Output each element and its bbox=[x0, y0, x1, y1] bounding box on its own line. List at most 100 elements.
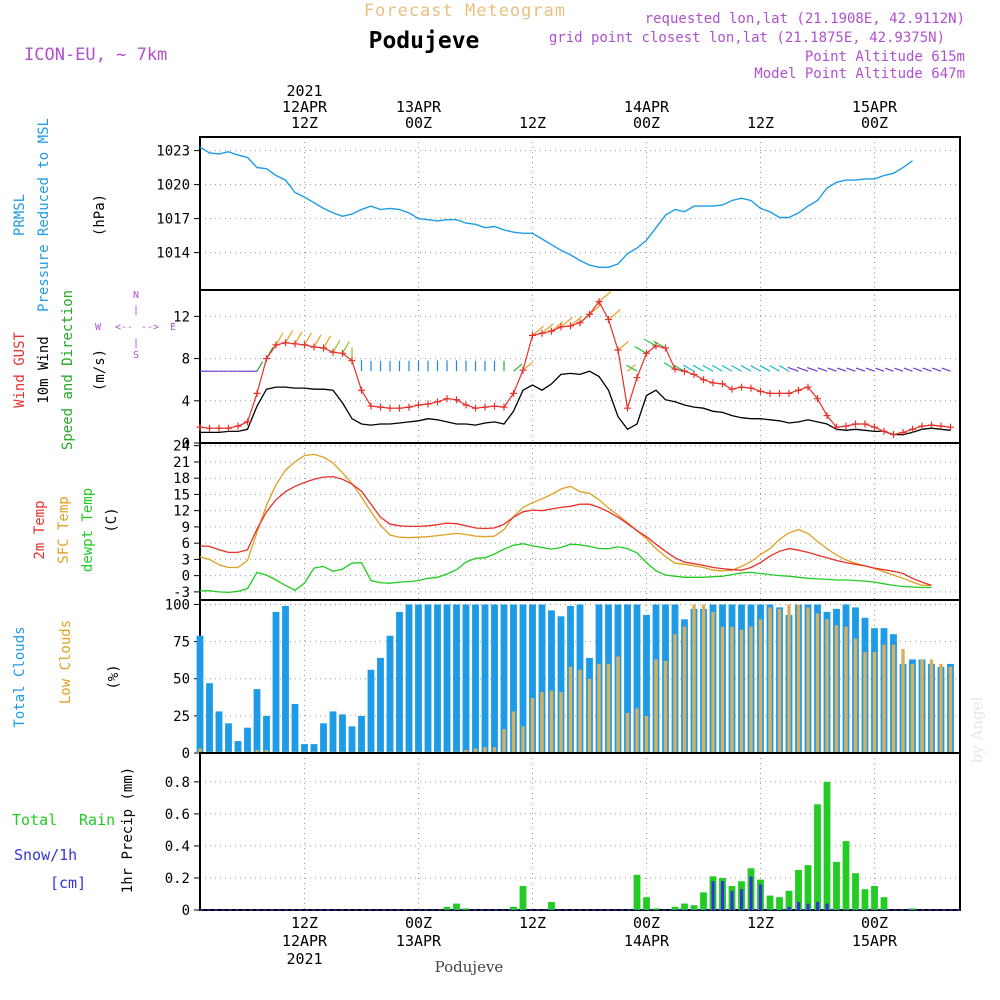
wind-direction-arrow bbox=[643, 338, 657, 347]
gust-marker bbox=[643, 349, 650, 357]
total-clouds-bar bbox=[396, 611, 403, 753]
wind-direction-arrow bbox=[884, 367, 894, 372]
low-clouds-bar bbox=[682, 626, 687, 753]
time-label-bottom: 12APR bbox=[282, 932, 328, 950]
clouds-panel: Total Clouds Low Clouds (%) 0 25 50 75 100 bbox=[12, 597, 961, 762]
gust-marker bbox=[614, 346, 622, 354]
wind-direction-arrow bbox=[740, 364, 752, 372]
wind-direction-arrow bbox=[303, 332, 313, 346]
gust-line bbox=[199, 300, 951, 436]
gust-marker bbox=[871, 423, 878, 431]
gust-marker bbox=[795, 386, 802, 394]
gust-marker bbox=[652, 342, 660, 350]
gust-marker bbox=[785, 389, 793, 397]
total-clouds-bar bbox=[234, 741, 242, 753]
gust-marker bbox=[719, 380, 726, 388]
y-tick-label: 0 bbox=[182, 569, 190, 585]
snow-bar bbox=[759, 884, 763, 910]
gust-marker bbox=[852, 420, 859, 428]
total-clouds-bar bbox=[358, 715, 365, 753]
gust-marker bbox=[548, 327, 555, 335]
gust-marker bbox=[225, 424, 232, 432]
total-clouds-bar bbox=[415, 604, 422, 753]
snow-bar bbox=[740, 889, 744, 910]
time-label-bottom: 2021 bbox=[286, 950, 322, 968]
total-clouds-bar bbox=[206, 683, 213, 753]
pressure-label-msl: Pressure Reduced to MSL bbox=[36, 118, 52, 312]
rain-bar bbox=[633, 874, 641, 910]
wind-direction-arrow bbox=[894, 367, 904, 372]
rain-bar bbox=[462, 908, 470, 910]
rain-bar bbox=[842, 841, 850, 910]
pressure-line bbox=[199, 146, 913, 268]
wind-direction-arrow bbox=[617, 340, 629, 351]
y-tick-label: 0 bbox=[182, 746, 190, 762]
gust-marker bbox=[206, 424, 213, 432]
total-clouds-bar bbox=[377, 657, 384, 753]
gust-marker bbox=[928, 421, 935, 429]
y-tick-label: 1023 bbox=[156, 144, 190, 160]
gust-marker bbox=[519, 366, 527, 374]
low-clouds-bar bbox=[692, 604, 696, 753]
y-tick-label: 4 bbox=[182, 394, 190, 410]
time-label-top: 00Z bbox=[405, 114, 432, 132]
gust-marker bbox=[510, 389, 517, 397]
low-clouds-bar bbox=[198, 748, 202, 753]
gust-marker bbox=[899, 428, 907, 436]
gust-marker bbox=[700, 376, 707, 384]
low-clouds-bar bbox=[749, 626, 753, 753]
gust-marker bbox=[424, 400, 432, 408]
gust-marker bbox=[709, 379, 717, 387]
gust-marker bbox=[462, 401, 470, 409]
y-tick-label: 8 bbox=[182, 352, 190, 368]
wind-direction-arrow bbox=[513, 363, 523, 372]
total-clouds-bar bbox=[424, 604, 432, 753]
compass-arrow-n: | bbox=[133, 305, 139, 316]
snow-bar bbox=[797, 902, 801, 910]
low-clouds-bar bbox=[910, 663, 915, 753]
total-clouds-bar bbox=[405, 604, 413, 753]
total-clouds-bar bbox=[519, 604, 527, 753]
rain-bar bbox=[766, 895, 774, 910]
gust-marker bbox=[766, 389, 774, 397]
total-clouds-bar bbox=[633, 604, 641, 753]
gust-marker bbox=[937, 422, 945, 430]
time-label-top: 14APR bbox=[624, 98, 670, 116]
wind-direction-arrow bbox=[608, 309, 621, 321]
rain-bar bbox=[880, 897, 888, 910]
low-clouds-bar bbox=[255, 750, 259, 753]
snow-bar bbox=[787, 906, 791, 910]
y-tick-label: 0 bbox=[182, 903, 190, 919]
time-label-top: 12Z bbox=[747, 114, 774, 132]
rain-bar bbox=[671, 906, 679, 910]
temp-unit: (C) bbox=[104, 507, 120, 532]
low-clouds-bar bbox=[891, 644, 896, 753]
low-clouds-bar bbox=[625, 712, 630, 753]
total-clouds-bar bbox=[500, 604, 508, 753]
low-clouds-bar bbox=[758, 619, 763, 753]
total-clouds-bar bbox=[310, 744, 318, 753]
y-tick-label: 0.6 bbox=[165, 807, 190, 823]
low-clouds-bar bbox=[464, 750, 468, 753]
time-label-bottom: 12Z bbox=[291, 914, 318, 932]
y-tick-label: 1017 bbox=[156, 212, 190, 228]
wind-direction-arrow bbox=[836, 367, 847, 372]
wind-direction-arrow bbox=[769, 365, 780, 372]
gust-marker bbox=[234, 422, 242, 430]
footer-location: Podujeve bbox=[435, 958, 504, 976]
gust-marker bbox=[633, 374, 641, 382]
gust-marker bbox=[291, 340, 299, 348]
gust-marker bbox=[757, 387, 764, 395]
rain-bar bbox=[548, 902, 555, 910]
time-label-bottom: 00Z bbox=[861, 914, 888, 932]
gust-marker bbox=[671, 365, 679, 373]
time-label-bottom: 12Z bbox=[747, 914, 774, 932]
total-clouds-bar bbox=[453, 604, 460, 753]
y-tick-label: 9 bbox=[182, 520, 190, 536]
rain-bar bbox=[453, 903, 460, 910]
total-clouds-bar bbox=[538, 604, 546, 753]
time-label-bottom: 00Z bbox=[633, 914, 660, 932]
rain-bar bbox=[861, 889, 869, 910]
compass-icon: N | W <-- --> E | S bbox=[95, 290, 176, 361]
